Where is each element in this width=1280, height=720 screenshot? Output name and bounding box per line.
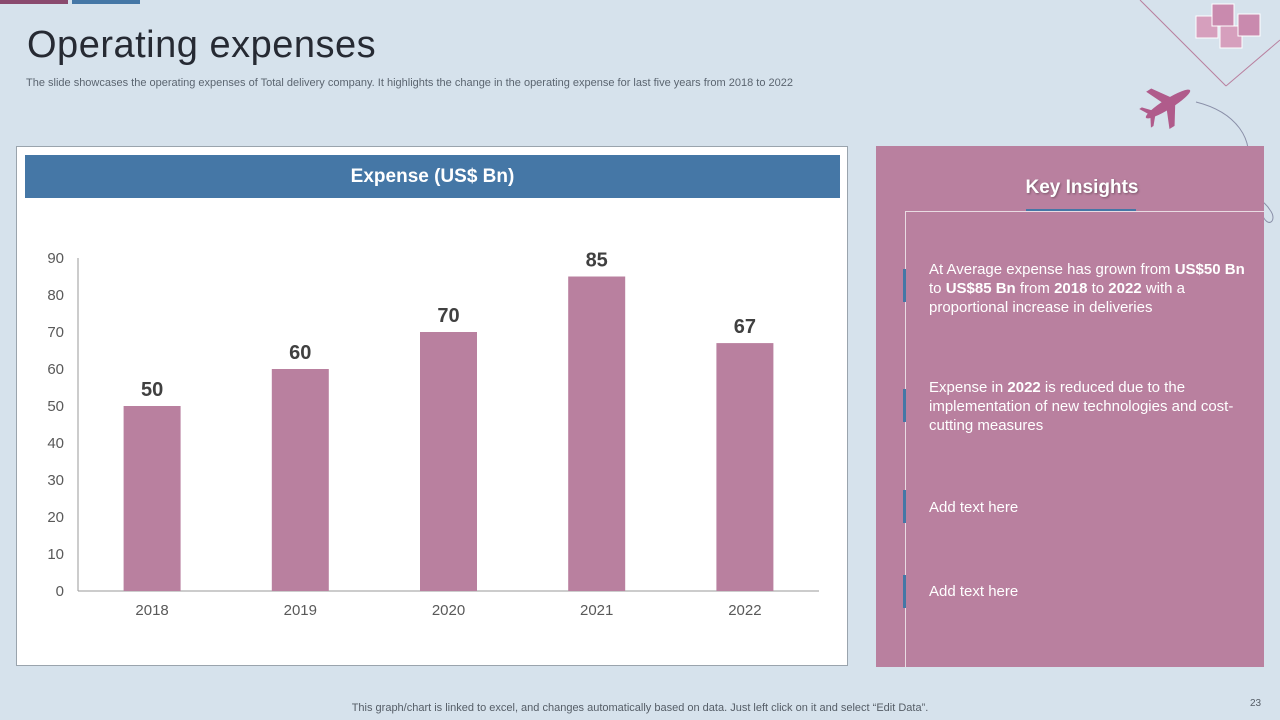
insight-marker (903, 269, 906, 302)
insight-item: Add text here (929, 582, 1254, 601)
insights-divider-vertical (905, 211, 906, 667)
bar-value-label: 50 (141, 379, 163, 401)
chart-panel: Expense (US$ Bn) 0 10 20 30 40 50 60 70 80 90 50 20… (16, 146, 848, 666)
insight-text: to (929, 280, 946, 297)
y-tick-label: 70 (47, 324, 64, 341)
insight-marker (903, 389, 906, 422)
y-tick-label: 50 (47, 398, 64, 415)
stacked-boxes-icon (1195, 3, 1261, 49)
top-accent-line-mauve (0, 0, 68, 4)
x-tick-label: 2020 (432, 602, 465, 619)
y-tick-label: 0 (56, 583, 64, 600)
y-tick-label: 20 (47, 509, 64, 526)
bar (123, 406, 181, 591)
insight-highlight: 2018 (1054, 280, 1088, 297)
y-tick-label: 40 (47, 435, 64, 452)
insight-highlight: US$85 Bn (945, 280, 1016, 297)
bar-value-label: 70 (437, 305, 459, 327)
top-accent-line-blue (72, 0, 140, 4)
bar (420, 332, 477, 591)
insight-text: with a proportional increase in deliveri… (929, 280, 1186, 316)
x-tick-label: 2022 (728, 602, 761, 619)
page-title: Operating expenses (27, 24, 377, 66)
insight-text: is reduced due to the implementation of … (929, 379, 1234, 434)
page-subtitle: The slide showcases the operating expens… (26, 77, 793, 89)
y-tick-label: 10 (47, 546, 64, 563)
bar-value-label: 85 (586, 250, 608, 272)
y-tick-label: 60 (47, 361, 64, 378)
key-insights-panel: Key Insights At Average expense has grow… (876, 146, 1264, 667)
insight-text: from (1015, 280, 1055, 297)
bar-value-label: 67 (734, 316, 756, 338)
airplane-icon (1139, 88, 1191, 130)
insight-item: Add text here (929, 498, 1254, 517)
x-tick-label: 2019 (284, 602, 317, 619)
insight-text: to (1087, 280, 1109, 297)
chart-header: Expense (US$ Bn) (25, 155, 840, 198)
insight-item: At Average expense has grown from US$50 … (929, 260, 1254, 317)
y-tick-label: 80 (47, 287, 64, 304)
insight-marker (903, 490, 906, 523)
insight-item: Expense in 2022 is reduced due to the im… (929, 378, 1254, 435)
insight-highlight: 2022 (1007, 379, 1041, 396)
bar (716, 343, 774, 591)
bar (271, 369, 329, 591)
footer-note: This graph/chart is linked to excel, and… (351, 702, 929, 714)
insight-marker (903, 575, 906, 608)
y-tick-label: 90 (47, 250, 64, 267)
bar-value-label: 60 (289, 342, 311, 364)
x-tick-label: 2021 (580, 602, 613, 619)
page-number: 23 (1250, 698, 1262, 709)
y-tick-label: 30 (47, 472, 64, 489)
insight-text: At Average expense has grown from (929, 261, 1175, 278)
insight-text: Add text here (929, 583, 1019, 600)
insight-text: Add text here (929, 499, 1019, 516)
x-tick-label: 2018 (135, 602, 168, 619)
insight-text: Expense in (929, 379, 1008, 396)
key-insights-underline (1026, 209, 1136, 212)
insights-divider-horizontal (906, 211, 1264, 212)
insight-highlight: US$50 Bn (1174, 261, 1245, 278)
key-insights-title: Key Insights (1025, 177, 1139, 198)
expense-bar-chart: 0 10 20 30 40 50 60 70 80 90 50 2018 60 2019 70 2020 85 2… (47, 250, 819, 619)
bar (568, 276, 626, 591)
insight-highlight: 2022 (1108, 280, 1142, 297)
